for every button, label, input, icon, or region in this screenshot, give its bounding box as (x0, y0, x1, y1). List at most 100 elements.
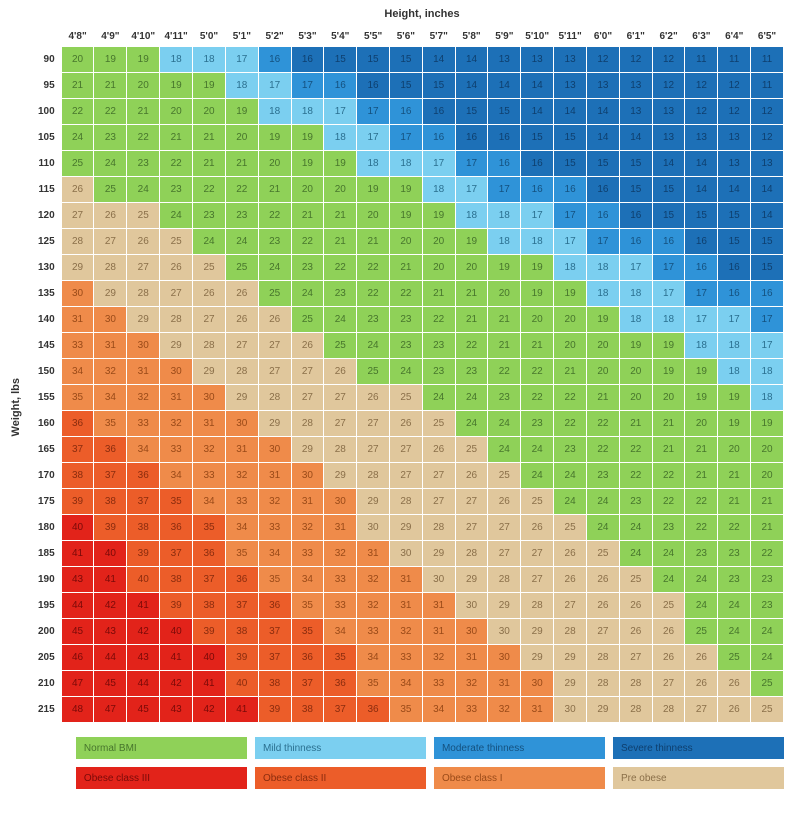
bmi-cell: 28 (653, 697, 685, 722)
bmi-cell: 25 (160, 229, 192, 254)
bmi-cell: 13 (653, 125, 685, 150)
bmi-cell: 26 (718, 697, 750, 722)
bmi-cell: 24 (259, 255, 291, 280)
bmi-cell: 32 (94, 359, 126, 384)
bmi-cell: 23 (324, 281, 356, 306)
bmi-cell: 24 (653, 541, 685, 566)
bmi-cell: 37 (292, 671, 324, 696)
bmi-cell: 31 (226, 437, 258, 462)
bmi-cell: 33 (456, 697, 488, 722)
bmi-cell: 38 (259, 671, 291, 696)
bmi-cell: 23 (685, 541, 717, 566)
bmi-cell: 15 (653, 177, 685, 202)
bmi-cell: 33 (226, 489, 258, 514)
bmi-cell: 27 (390, 463, 422, 488)
table-row: 2004543424039383735343332313030292827262… (25, 619, 783, 644)
bmi-cell: 30 (62, 281, 94, 306)
bmi-cell: 13 (488, 47, 520, 72)
bmi-cell: 16 (587, 177, 619, 202)
bmi-cell: 35 (62, 385, 94, 410)
weight-header: 95 (25, 73, 61, 98)
bmi-cell: 37 (193, 567, 225, 592)
bmi-cell: 27 (554, 593, 586, 618)
bmi-cell: 13 (554, 47, 586, 72)
bmi-cell: 24 (390, 359, 422, 384)
bmi-cell: 31 (160, 385, 192, 410)
bmi-cell: 36 (127, 463, 159, 488)
bmi-cell: 22 (226, 177, 258, 202)
bmi-cell: 17 (488, 177, 520, 202)
bmi-cell: 19 (357, 177, 389, 202)
bmi-cell: 37 (160, 541, 192, 566)
bmi-cell: 33 (160, 437, 192, 462)
bmi-cell: 21 (488, 307, 520, 332)
bmi-cell: 19 (390, 203, 422, 228)
bmi-cell: 13 (718, 151, 750, 176)
bmi-cell: 14 (521, 73, 553, 98)
bmi-cell: 25 (488, 463, 520, 488)
bmi-cell: 29 (160, 333, 192, 358)
bmi-cell: 27 (226, 333, 258, 358)
legend-item: Severe thinness (613, 737, 784, 759)
bmi-cell: 17 (653, 255, 685, 280)
bmi-cell: 19 (620, 333, 652, 358)
bmi-cell: 22 (587, 437, 619, 462)
bmi-cell: 19 (324, 151, 356, 176)
bmi-cell: 26 (653, 619, 685, 644)
table-row: 1703837363433323130292827272625242423222… (25, 463, 783, 488)
bmi-cell: 22 (94, 99, 126, 124)
bmi-cell: 15 (488, 99, 520, 124)
bmi-cell: 21 (127, 99, 159, 124)
bmi-cell: 14 (653, 151, 685, 176)
bmi-cell: 20 (456, 255, 488, 280)
bmi-cell: 20 (751, 463, 783, 488)
bmi-cell: 14 (587, 99, 619, 124)
bmi-cell: 14 (685, 151, 717, 176)
bmi-cell: 16 (653, 229, 685, 254)
bmi-cell: 12 (685, 99, 717, 124)
y-axis-label: Weight, lbs (10, 378, 22, 436)
bmi-cell: 21 (620, 411, 652, 436)
table-row: 1453331302928272726252423232221212020191… (25, 333, 783, 358)
weight-header: 90 (25, 47, 61, 72)
bmi-cell: 23 (751, 593, 783, 618)
height-header: 5'8" (456, 27, 488, 46)
bmi-cell: 27 (127, 255, 159, 280)
bmi-cell: 34 (324, 619, 356, 644)
bmi-cell: 28 (193, 333, 225, 358)
bmi-cell: 21 (751, 489, 783, 514)
table-row: 9020191918181716161515151414131313121212… (25, 47, 783, 72)
bmi-cell: 27 (94, 229, 126, 254)
bmi-cell: 19 (521, 281, 553, 306)
bmi-cell: 17 (390, 125, 422, 150)
bmi-cell: 18 (357, 151, 389, 176)
bmi-cell: 28 (554, 619, 586, 644)
bmi-cell: 22 (718, 515, 750, 540)
bmi-cell: 13 (521, 47, 553, 72)
bmi-cell: 14 (620, 125, 652, 150)
bmi-cell: 16 (718, 281, 750, 306)
bmi-cell: 30 (94, 307, 126, 332)
bmi-cell: 34 (127, 437, 159, 462)
bmi-cell: 24 (456, 385, 488, 410)
height-header: 6'2" (653, 27, 685, 46)
bmi-cell: 23 (357, 307, 389, 332)
weight-header: 190 (25, 567, 61, 592)
bmi-cell: 20 (521, 307, 553, 332)
bmi-cell: 29 (94, 281, 126, 306)
bmi-cell: 31 (324, 515, 356, 540)
bmi-cell: 27 (685, 697, 717, 722)
bmi-cell: 22 (292, 229, 324, 254)
bmi-cell: 12 (718, 73, 750, 98)
bmi-cell: 25 (751, 671, 783, 696)
bmi-cell: 35 (357, 671, 389, 696)
bmi-cell: 20 (292, 177, 324, 202)
bmi-cell: 22 (554, 411, 586, 436)
bmi-cell: 28 (488, 567, 520, 592)
table-row: 1503432313029282727262524232322222120201… (25, 359, 783, 384)
bmi-cell: 24 (653, 567, 685, 592)
height-header: 4'11" (160, 27, 192, 46)
bmi-cell: 12 (587, 47, 619, 72)
bmi-cell: 17 (751, 307, 783, 332)
weight-header: 145 (25, 333, 61, 358)
